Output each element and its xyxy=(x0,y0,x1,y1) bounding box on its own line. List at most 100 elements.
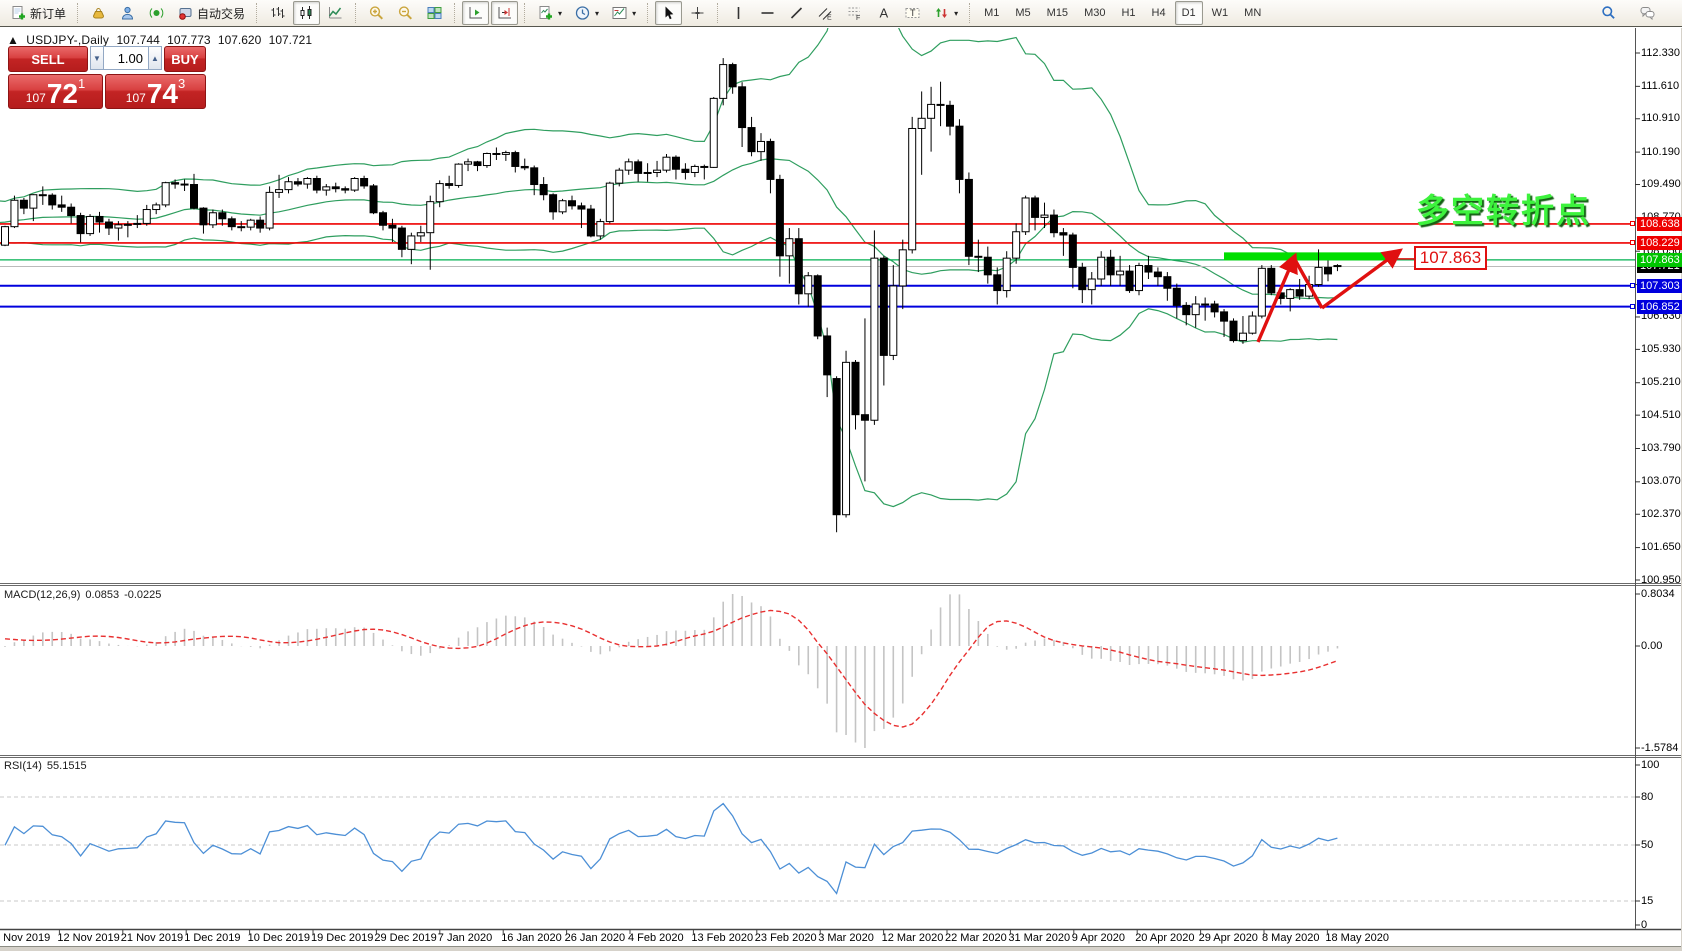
trendline-button[interactable] xyxy=(783,1,810,25)
buy-button[interactable]: BUY xyxy=(164,46,206,72)
toolbar-separator xyxy=(524,3,526,23)
cursor-button[interactable] xyxy=(655,1,683,25)
timeframe-h1-button[interactable]: H1 xyxy=(1114,1,1142,25)
arrows-button[interactable]: ▾ xyxy=(928,1,963,25)
bar-chart-button[interactable] xyxy=(264,1,291,25)
deposit-button[interactable] xyxy=(85,1,112,25)
timeframe-m1-button[interactable]: M1 xyxy=(977,1,1006,25)
timeframe-mn-button[interactable]: MN xyxy=(1237,1,1268,25)
toolbar-separator xyxy=(647,3,649,23)
purse-icon xyxy=(90,5,107,21)
ohlc-high: 107.773 xyxy=(167,33,211,47)
line-chart-button[interactable] xyxy=(322,1,349,25)
timeframe-m5-button-label: M5 xyxy=(1015,7,1031,19)
toolbar: 新订单 自动交易 ▾ ▾ ▾ E F A T ▾ M1 M5 M15 M30 H1 H4 D1 W1 MN xyxy=(0,0,1682,27)
text-label-button[interactable]: T xyxy=(899,1,926,25)
timeframe-d1-button[interactable]: D1 xyxy=(1174,1,1203,25)
crosshair-icon xyxy=(689,5,706,21)
horizontal-line-icon xyxy=(759,5,776,21)
sell-price-pip: 1 xyxy=(77,76,86,91)
signals-button[interactable] xyxy=(143,1,170,25)
signal-icon xyxy=(148,5,165,21)
equidistant-channel-button[interactable]: E xyxy=(812,1,839,25)
chevron-down-icon[interactable]: ▾ xyxy=(954,8,959,18)
timeframe-h4-button-label: H4 xyxy=(1151,7,1166,19)
horizontal-line-button[interactable] xyxy=(754,1,781,25)
vertical-line-button[interactable] xyxy=(725,1,752,25)
macd-signal-value: -0.0225 xyxy=(124,589,162,601)
template-icon xyxy=(611,5,628,21)
timeframe-w1-button[interactable]: W1 xyxy=(1205,1,1236,25)
rsi-line xyxy=(4,802,1338,895)
zoom-in-button[interactable] xyxy=(363,1,390,25)
buy-price[interactable]: 107 74 3 xyxy=(105,74,206,109)
rsi-value: 55.1515 xyxy=(46,760,87,772)
vertical-line-icon xyxy=(730,5,747,21)
templates-button[interactable]: ▾ xyxy=(606,1,641,25)
window-expand-icon[interactable]: ▲ xyxy=(7,33,19,47)
search-button[interactable] xyxy=(1595,1,1622,25)
timeframe-mn-button-label: MN xyxy=(1244,7,1262,19)
timeframe-m15-button[interactable]: M15 xyxy=(1040,1,1075,25)
bar-chart-icon xyxy=(269,5,286,21)
chevron-down-icon[interactable]: ▾ xyxy=(595,8,600,18)
pane-frames xyxy=(0,28,1681,934)
chart-shift-icon xyxy=(496,5,513,21)
timeframe-m30-button-label: M30 xyxy=(1084,7,1106,19)
market-watch-button[interactable] xyxy=(114,1,141,25)
zoom-in-icon xyxy=(368,5,385,21)
fibonacci-button[interactable]: F xyxy=(841,1,868,25)
crosshair-button[interactable] xyxy=(684,1,711,25)
text-icon: A xyxy=(875,5,892,21)
timeframe-w1-button-label: W1 xyxy=(1211,7,1229,19)
chevron-down-icon[interactable]: ▾ xyxy=(558,8,563,18)
trend-arrow-annotation[interactable] xyxy=(1256,248,1403,343)
volume-increase-button[interactable]: ▲ xyxy=(148,46,162,70)
new-order-button-label: 新订单 xyxy=(30,6,67,21)
svg-text:E: E xyxy=(827,15,832,22)
sell-price[interactable]: 107 72 1 xyxy=(8,74,104,109)
price-tag-annotation[interactable]: 107.863 xyxy=(1414,246,1487,270)
toolbar-separator xyxy=(77,3,79,23)
resistance-highlight-bar[interactable] xyxy=(1224,252,1388,261)
turning-point-annotation[interactable]: 多空转折点 xyxy=(1416,192,1591,229)
trendline-icon xyxy=(788,5,805,21)
sell-button[interactable]: SELL xyxy=(8,46,88,72)
toolbar-separator xyxy=(355,3,357,23)
new-order-icon xyxy=(10,5,27,21)
channel-icon: E xyxy=(817,5,834,21)
timeframe-h4-button[interactable]: H4 xyxy=(1145,1,1173,25)
zoom-out-button[interactable] xyxy=(392,1,419,25)
auto-scroll-button[interactable] xyxy=(462,1,490,25)
sell-price-base: 107 xyxy=(25,91,46,105)
arrows-icon xyxy=(933,5,950,21)
text-button[interactable]: A xyxy=(870,1,897,25)
macd-main-value: 0.0853 xyxy=(85,589,120,601)
volume-decrease-button[interactable]: ▼ xyxy=(90,46,104,70)
timeframe-m30-button[interactable]: M30 xyxy=(1077,1,1112,25)
autotrading-button[interactable]: 自动交易 xyxy=(172,1,250,25)
window-bottom-edge xyxy=(0,946,1682,951)
tile-windows-icon xyxy=(426,5,443,21)
main-pane[interactable] xyxy=(0,0,1635,533)
new-order-button[interactable]: 新订单 xyxy=(5,1,71,25)
ohlc-open: 107.744 xyxy=(116,33,160,47)
chat-button[interactable] xyxy=(1634,1,1661,25)
chart-shift-button[interactable] xyxy=(491,1,519,25)
buy-price-main: 74 xyxy=(146,78,178,109)
macd-pane[interactable] xyxy=(4,594,1339,748)
chevron-down-icon[interactable]: ▾ xyxy=(632,8,637,18)
indicators-button[interactable]: ▾ xyxy=(532,1,567,25)
svg-text:A: A xyxy=(880,6,889,21)
candlestick-chart-button[interactable] xyxy=(293,1,321,25)
rsi-pane[interactable] xyxy=(0,796,1635,902)
cloud-user-icon xyxy=(119,5,136,21)
timeframe-m5-button[interactable]: M5 xyxy=(1008,1,1037,25)
periods-button[interactable]: ▾ xyxy=(569,1,604,25)
tile-windows-button[interactable] xyxy=(421,1,448,25)
volume-input[interactable] xyxy=(104,46,148,70)
rsi-pane-label: RSI(14) 55.1515 xyxy=(4,760,92,772)
macd-signal-line xyxy=(4,609,1338,728)
